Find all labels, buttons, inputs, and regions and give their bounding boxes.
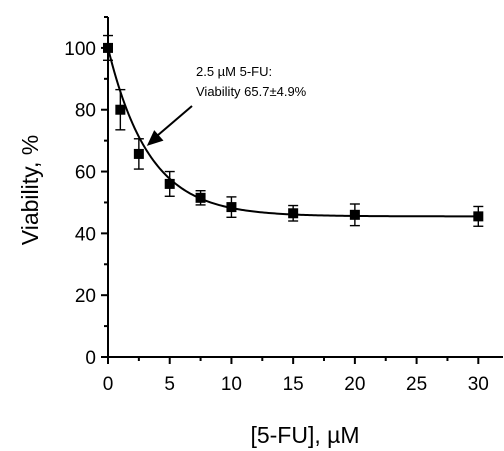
y-tick-label: 0 bbox=[85, 348, 96, 369]
data-point-marker bbox=[195, 192, 206, 203]
x-tick-label: 25 bbox=[406, 374, 427, 395]
y-tick-label: 80 bbox=[75, 101, 96, 122]
annotation-line-2: Viability 65.7±4.9% bbox=[196, 84, 307, 99]
x-axis-title: [5-FU], µM bbox=[250, 422, 359, 448]
x-tick-label: 15 bbox=[283, 374, 304, 395]
data-point-marker bbox=[226, 202, 237, 213]
x-tick-label: 5 bbox=[164, 374, 175, 395]
data-points-group bbox=[103, 34, 484, 227]
y-axis-title: Viability, % bbox=[17, 135, 43, 245]
data-point-marker bbox=[164, 178, 175, 189]
data-point-marker bbox=[103, 42, 113, 53]
x-ticks-group: 0 5 10 15 20 25 30 bbox=[103, 357, 489, 395]
y-tick-label: 60 bbox=[75, 163, 96, 184]
y-tick-label: 100 bbox=[64, 39, 96, 60]
x-tick-label: 30 bbox=[468, 374, 489, 395]
axes-group: 0 20 40 60 80 100 0 5 10 15 20 25 30 bbox=[64, 16, 503, 395]
data-point-marker bbox=[288, 208, 299, 219]
data-point-marker bbox=[349, 209, 360, 220]
annotation-line-1: 2.5 µM 5-FU: bbox=[196, 64, 272, 79]
x-tick-label: 10 bbox=[221, 374, 242, 395]
y-ticks-group: 0 20 40 60 80 100 bbox=[64, 16, 108, 369]
x-tick-label: 20 bbox=[344, 374, 365, 395]
y-tick-label: 20 bbox=[75, 286, 96, 307]
fit-curve bbox=[107, 47, 479, 218]
data-point-marker bbox=[133, 148, 144, 159]
data-point-marker bbox=[473, 211, 484, 222]
annotation: 2.5 µM 5-FU: Viability 65.7±4.9% bbox=[146, 64, 307, 146]
y-tick-label: 40 bbox=[75, 224, 96, 245]
data-point-marker bbox=[115, 104, 126, 115]
annotation-arrow-line bbox=[155, 105, 193, 138]
x-tick-label: 0 bbox=[103, 374, 114, 395]
annotation-arrow-head bbox=[146, 130, 164, 146]
